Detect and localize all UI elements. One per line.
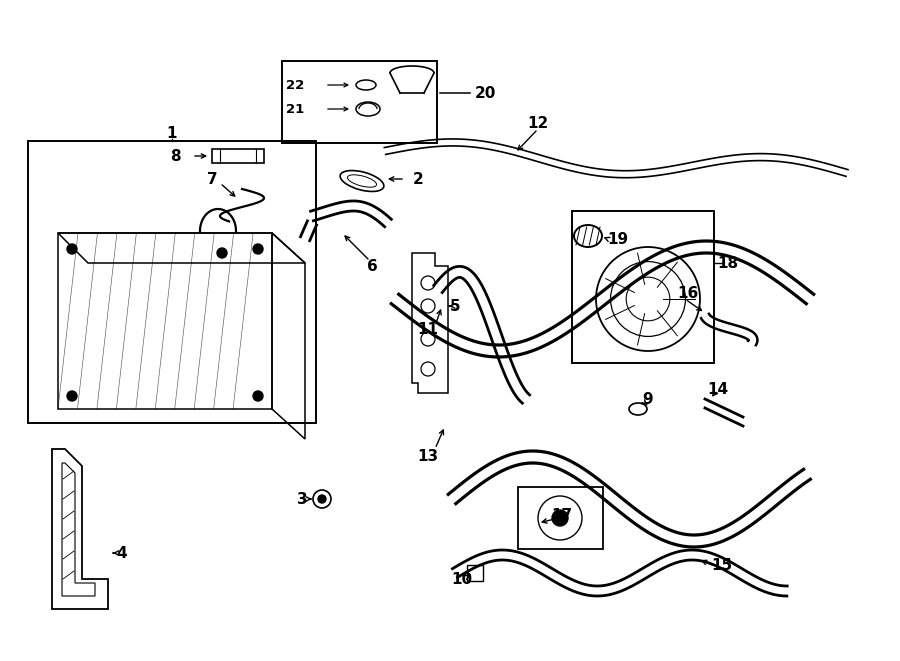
Text: 17: 17 <box>552 508 572 524</box>
Text: 1: 1 <box>166 126 177 141</box>
Text: 10: 10 <box>452 572 472 586</box>
Text: 9: 9 <box>643 391 653 407</box>
Circle shape <box>253 244 263 254</box>
Text: 12: 12 <box>527 116 549 130</box>
Text: 18: 18 <box>717 256 739 270</box>
Circle shape <box>318 495 326 503</box>
Circle shape <box>67 244 77 254</box>
Text: 8: 8 <box>170 149 180 163</box>
Circle shape <box>552 510 568 526</box>
Text: 20: 20 <box>474 85 496 100</box>
Text: 3: 3 <box>297 492 307 506</box>
Circle shape <box>253 391 263 401</box>
Text: 19: 19 <box>608 231 628 247</box>
Circle shape <box>217 248 227 258</box>
Text: 7: 7 <box>207 171 217 186</box>
Text: 6: 6 <box>366 258 377 274</box>
Text: 13: 13 <box>418 449 438 463</box>
Bar <box>28 141 316 423</box>
Text: 2: 2 <box>412 171 423 186</box>
Circle shape <box>67 391 77 401</box>
Bar <box>518 487 603 549</box>
Bar <box>572 211 714 363</box>
Bar <box>467 565 483 581</box>
Text: 11: 11 <box>418 321 438 336</box>
Text: 21: 21 <box>286 102 304 116</box>
Text: 15: 15 <box>711 559 733 574</box>
Text: 22: 22 <box>286 79 304 91</box>
Text: 4: 4 <box>117 545 127 561</box>
Bar <box>282 61 437 143</box>
Text: 16: 16 <box>678 286 698 301</box>
Text: 14: 14 <box>707 381 729 397</box>
Text: 5: 5 <box>450 299 460 313</box>
Bar <box>212 149 264 163</box>
